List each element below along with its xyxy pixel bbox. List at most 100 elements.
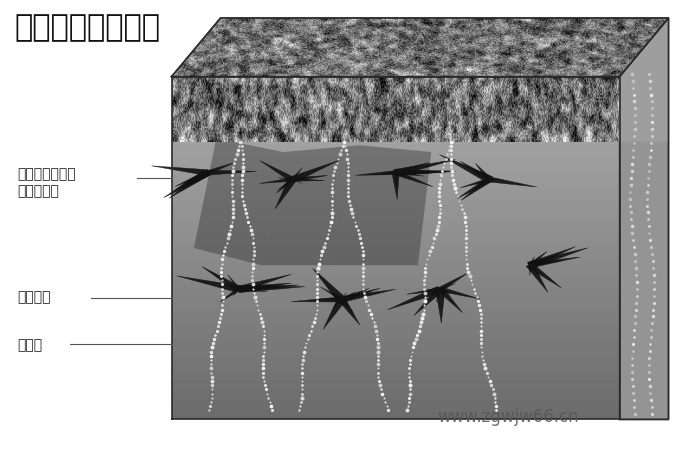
Text: 混凝土: 混凝土 xyxy=(18,338,43,352)
Polygon shape xyxy=(260,161,295,181)
Polygon shape xyxy=(481,179,490,185)
Polygon shape xyxy=(340,289,395,302)
Polygon shape xyxy=(528,251,547,266)
Polygon shape xyxy=(206,162,236,174)
Polygon shape xyxy=(291,168,302,180)
Polygon shape xyxy=(340,289,369,301)
Polygon shape xyxy=(438,273,468,290)
Polygon shape xyxy=(278,179,294,190)
Polygon shape xyxy=(528,265,531,276)
Polygon shape xyxy=(395,170,456,176)
Polygon shape xyxy=(275,179,297,209)
Polygon shape xyxy=(276,179,294,193)
Polygon shape xyxy=(527,247,575,267)
Polygon shape xyxy=(394,173,398,186)
Polygon shape xyxy=(290,160,340,182)
Polygon shape xyxy=(341,292,346,300)
Polygon shape xyxy=(169,170,211,198)
Polygon shape xyxy=(261,145,360,265)
Polygon shape xyxy=(207,170,256,175)
Polygon shape xyxy=(528,257,580,268)
Polygon shape xyxy=(293,179,303,184)
Polygon shape xyxy=(388,286,443,310)
Polygon shape xyxy=(177,276,241,292)
Polygon shape xyxy=(238,285,299,292)
Polygon shape xyxy=(340,288,380,301)
Polygon shape xyxy=(338,299,360,325)
Polygon shape xyxy=(198,172,208,182)
Polygon shape xyxy=(332,145,431,265)
Polygon shape xyxy=(528,248,588,268)
Polygon shape xyxy=(291,297,342,302)
Polygon shape xyxy=(239,286,305,293)
Polygon shape xyxy=(164,170,211,198)
Polygon shape xyxy=(293,178,325,181)
Polygon shape xyxy=(202,172,208,178)
Polygon shape xyxy=(286,179,293,181)
Polygon shape xyxy=(340,299,354,313)
Polygon shape xyxy=(395,172,405,173)
Polygon shape xyxy=(460,178,491,188)
Polygon shape xyxy=(313,268,346,301)
Polygon shape xyxy=(341,292,355,300)
Text: 渗透结晶示意图：: 渗透结晶示意图： xyxy=(14,14,160,42)
Polygon shape xyxy=(172,18,668,77)
Polygon shape xyxy=(395,172,416,175)
Polygon shape xyxy=(393,160,456,176)
Polygon shape xyxy=(292,175,328,181)
Polygon shape xyxy=(414,288,444,315)
Polygon shape xyxy=(237,274,291,292)
Polygon shape xyxy=(437,288,463,313)
Polygon shape xyxy=(489,174,490,179)
Polygon shape xyxy=(323,299,346,329)
Polygon shape xyxy=(489,179,503,180)
Polygon shape xyxy=(239,286,251,290)
Polygon shape xyxy=(198,172,208,181)
Text: 渗透情况: 渗透情况 xyxy=(18,290,51,305)
Polygon shape xyxy=(356,170,396,175)
Polygon shape xyxy=(320,286,344,300)
Polygon shape xyxy=(620,18,668,419)
Polygon shape xyxy=(194,138,284,265)
Polygon shape xyxy=(228,275,240,290)
Polygon shape xyxy=(176,171,210,189)
Polygon shape xyxy=(392,173,399,199)
Polygon shape xyxy=(394,162,429,175)
Polygon shape xyxy=(233,289,239,296)
Text: www.zgwjw66.cn: www.zgwjw66.cn xyxy=(438,408,579,426)
Polygon shape xyxy=(620,18,668,142)
Polygon shape xyxy=(526,264,548,292)
Polygon shape xyxy=(461,178,492,200)
Polygon shape xyxy=(482,179,490,185)
Polygon shape xyxy=(175,171,209,186)
Polygon shape xyxy=(529,257,535,266)
Polygon shape xyxy=(460,161,492,181)
Polygon shape xyxy=(202,267,241,291)
Polygon shape xyxy=(278,178,293,180)
Polygon shape xyxy=(440,155,493,182)
Polygon shape xyxy=(440,289,450,294)
Text: 水泥基渗透结晶
型防水涂料: 水泥基渗透结晶 型防水涂料 xyxy=(18,168,76,198)
Polygon shape xyxy=(435,289,445,323)
Polygon shape xyxy=(529,261,561,267)
Polygon shape xyxy=(527,263,561,288)
Polygon shape xyxy=(332,299,343,308)
Polygon shape xyxy=(239,288,267,292)
Polygon shape xyxy=(377,172,395,175)
Polygon shape xyxy=(439,287,480,299)
Polygon shape xyxy=(393,171,433,187)
Polygon shape xyxy=(238,283,291,292)
Polygon shape xyxy=(440,283,456,290)
Polygon shape xyxy=(436,289,442,302)
Polygon shape xyxy=(151,166,209,175)
Polygon shape xyxy=(395,170,450,175)
Polygon shape xyxy=(407,287,441,295)
Polygon shape xyxy=(260,178,293,184)
Polygon shape xyxy=(220,288,241,302)
Polygon shape xyxy=(457,178,492,198)
Polygon shape xyxy=(318,299,342,300)
Polygon shape xyxy=(395,172,416,174)
Polygon shape xyxy=(489,177,537,187)
Polygon shape xyxy=(395,171,424,176)
Polygon shape xyxy=(292,179,310,180)
